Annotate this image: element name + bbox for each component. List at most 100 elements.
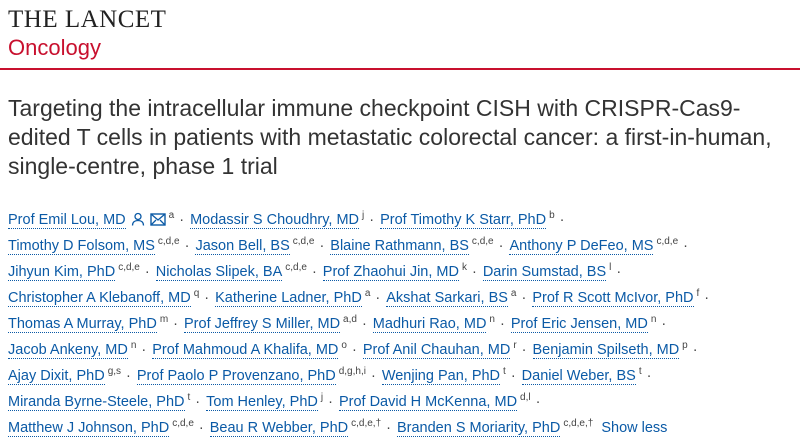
author-affiliation: t xyxy=(503,366,506,377)
author-name[interactable]: Daniel Weber, BS xyxy=(521,368,636,385)
author-affiliation: c,d,e xyxy=(118,262,140,273)
author-name[interactable]: Prof Eric Jensen, MD xyxy=(510,316,648,333)
author-name[interactable]: Anthony P DeFeo, MS xyxy=(509,238,654,255)
author-name[interactable]: Wenjing Pan, PhD xyxy=(381,368,501,385)
author-line: Matthew J Johnson, PhD c,d,e · Beau R Webbe… xyxy=(8,413,798,439)
author-name[interactable]: Prof Anil Chauhan, MD xyxy=(362,342,511,359)
author-line: Thomas A Murray, PhD m · Prof Jeffrey S Mil… xyxy=(8,309,798,335)
journal-name: THE LANCET xyxy=(8,6,167,33)
journal-brand[interactable]: THE LANCET Oncology xyxy=(8,6,166,62)
author-name[interactable]: Blaine Rathmann, BS xyxy=(330,238,469,255)
email-icon[interactable] xyxy=(149,213,166,226)
author-line: Prof Emil Lou, MD a · Modassir S Choudhry, … xyxy=(8,205,798,231)
separator: · xyxy=(369,212,375,228)
author-affiliation: q xyxy=(193,288,200,299)
author-affiliation: a xyxy=(510,288,517,299)
separator: · xyxy=(179,212,185,228)
author-name[interactable]: Beau R Webber, PhD xyxy=(209,420,349,437)
author-affiliation: g,s xyxy=(107,366,122,377)
author-name[interactable]: Miranda Byrne-Steele, PhD xyxy=(8,394,185,411)
separator: · xyxy=(126,368,131,384)
author-list: Prof Emil Lou, MD a · Modassir S Choudhry, … xyxy=(8,205,798,439)
author-name[interactable]: Prof Mahmoud A Khalifa, MD xyxy=(152,342,339,359)
separator: · xyxy=(375,290,381,306)
separator: · xyxy=(195,394,201,410)
article-title: Targeting the intracellular immune check… xyxy=(8,95,772,179)
author-name[interactable]: Modassir S Choudhry, MD xyxy=(190,212,360,229)
author-name[interactable]: Prof Timothy K Starr, PhD xyxy=(380,212,547,229)
author-line: Timothy D Folsom, MS c,d,e · Jason Bell, BS… xyxy=(8,231,798,257)
author-name[interactable]: Thomas A Murray, PhD xyxy=(8,316,157,333)
author-name[interactable]: Jason Bell, BS xyxy=(195,238,290,255)
author-affiliation: p xyxy=(682,340,688,351)
separator: · xyxy=(498,238,504,254)
author-name[interactable]: Christopher A Klebanoff, MD xyxy=(8,290,191,307)
author-name[interactable]: Timothy D Folsom, MS xyxy=(8,238,155,255)
person-icon[interactable] xyxy=(131,212,145,226)
author-name[interactable]: Akshat Sarkari, BS xyxy=(386,290,508,307)
show-less-toggle[interactable]: Show less xyxy=(601,420,668,436)
separator: · xyxy=(141,342,147,358)
author-name[interactable]: Jacob Ankeny, MD xyxy=(8,342,128,359)
author-name[interactable]: Prof Zhaohui Jin, MD xyxy=(322,264,459,281)
author-name[interactable]: Prof David H McKenna, MD xyxy=(338,394,518,411)
author-name[interactable]: Tom Henley, PhD xyxy=(206,394,318,411)
separator: · xyxy=(144,264,150,280)
author-affiliation: k xyxy=(461,262,467,273)
header-rule xyxy=(0,68,800,70)
author-affiliation: b xyxy=(549,210,555,221)
author-affiliation: o xyxy=(341,340,347,351)
author-affiliation: r xyxy=(513,340,517,351)
author-affiliation: d,g,h,i xyxy=(338,366,366,377)
author-name[interactable]: Branden S Moriarity, PhD xyxy=(396,420,561,437)
author-name[interactable]: Prof R Scott McIvor, PhD xyxy=(532,290,694,307)
separator: · xyxy=(692,342,698,358)
author-affiliation: c,d,e,† xyxy=(563,418,594,429)
author-affiliation: c,d,e xyxy=(656,236,679,247)
separator: · xyxy=(361,316,367,332)
author-name[interactable]: Madhuri Rao, MD xyxy=(372,316,487,333)
subjournal-name: Oncology xyxy=(8,35,101,60)
separator: · xyxy=(521,342,527,358)
separator: · xyxy=(319,238,325,254)
author-affiliation: a,d xyxy=(343,314,357,325)
separator: · xyxy=(351,342,357,358)
author-name[interactable]: Ajay Dixit, PhD xyxy=(8,368,105,385)
author-name[interactable]: Nicholas Slipek, BA xyxy=(155,264,283,281)
separator: · xyxy=(535,394,541,410)
author-affiliation: c,d,e xyxy=(285,262,307,273)
author-affiliation: t xyxy=(187,392,191,403)
separator: · xyxy=(173,316,178,332)
author-affiliation: n xyxy=(489,314,495,325)
author-line: Miranda Byrne-Steele, PhD t · Tom Henley, P… xyxy=(8,387,798,413)
separator: · xyxy=(184,238,190,254)
author-affiliation: f xyxy=(696,288,700,299)
separator: · xyxy=(661,316,667,332)
author-line: Ajay Dixit, PhD g,s · Prof Paolo P Provenza… xyxy=(8,361,798,387)
author-name[interactable]: Prof Jeffrey S Miller, MD xyxy=(184,316,341,333)
author-name[interactable]: Matthew J Johnson, PhD xyxy=(8,420,170,437)
author-affiliation: d,l xyxy=(520,392,531,403)
author-affiliation: t xyxy=(638,366,642,377)
author-affiliation: c,d,e,† xyxy=(351,418,382,429)
author-affiliation: a xyxy=(168,210,175,221)
author-name[interactable]: Katherine Ladner, PhD xyxy=(215,290,362,307)
author-name[interactable]: Benjamin Spilseth, MD xyxy=(532,342,680,359)
separator: · xyxy=(510,368,516,384)
author-name[interactable]: Jihyun Kim, PhD xyxy=(8,264,116,281)
separator: · xyxy=(370,368,376,384)
separator: · xyxy=(311,264,317,280)
author-name[interactable]: Darin Sumstad, BS xyxy=(482,264,607,281)
author-affiliation: m xyxy=(159,314,169,325)
author-name[interactable]: Prof Paolo P Provenzano, PhD xyxy=(136,368,336,385)
author-affiliation: n xyxy=(130,340,137,351)
author-name[interactable]: Prof Emil Lou, MD xyxy=(8,212,126,229)
author-affiliation: l xyxy=(609,262,612,273)
separator: · xyxy=(204,290,210,306)
author-affiliation: c,d,e xyxy=(471,236,494,247)
separator: · xyxy=(559,212,565,228)
author-affiliation: j xyxy=(362,210,365,221)
author-affiliation: a xyxy=(364,288,371,299)
separator: · xyxy=(198,420,204,436)
